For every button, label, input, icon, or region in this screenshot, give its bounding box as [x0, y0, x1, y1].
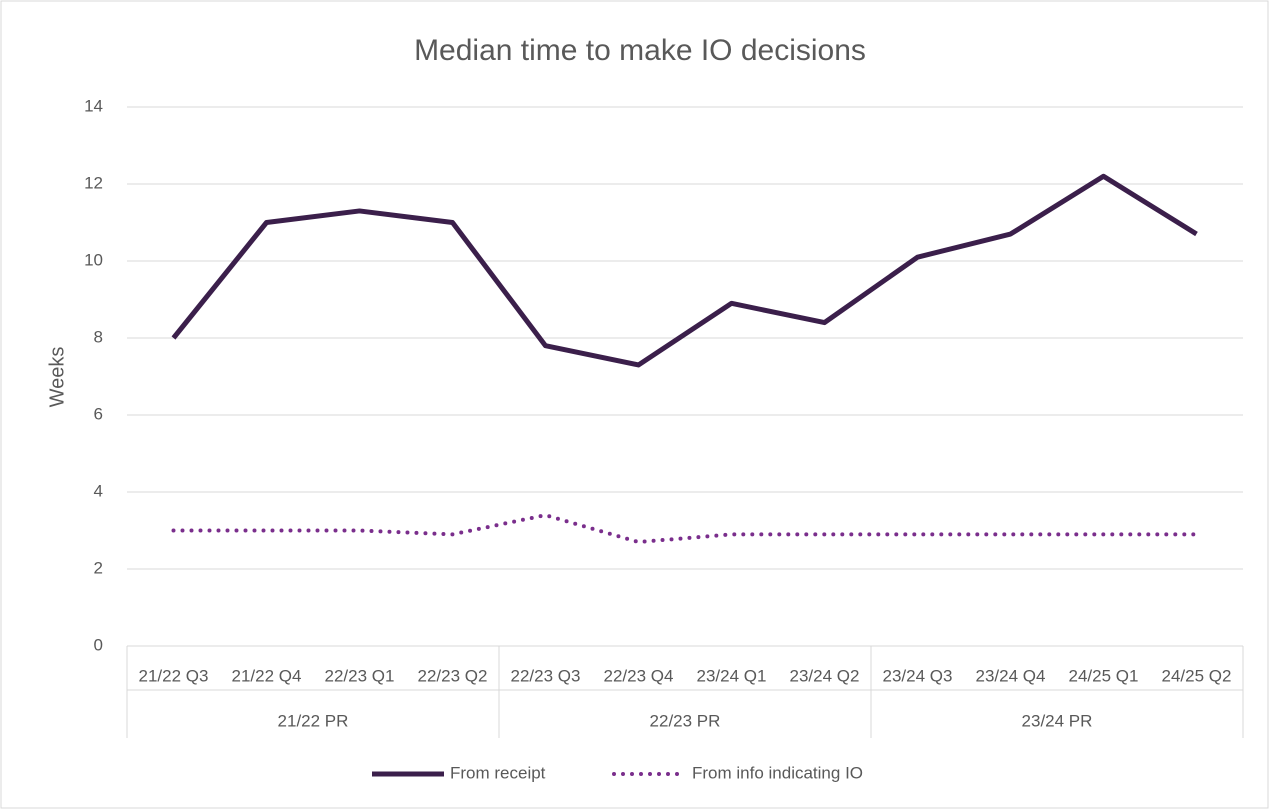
- x-tick-label: 22/23 Q1: [325, 666, 395, 685]
- group-label: 21/22 PR: [278, 711, 349, 730]
- group-label: 23/24 PR: [1022, 711, 1093, 730]
- y-tick-label: 2: [94, 558, 103, 577]
- x-tick-label: 22/23 Q4: [604, 666, 674, 685]
- y-tick-label: 8: [94, 327, 103, 346]
- group-label: 22/23 PR: [650, 711, 721, 730]
- x-tick-label: 24/25 Q1: [1069, 666, 1139, 685]
- legend-label: From receipt: [450, 763, 546, 782]
- y-tick-label: 14: [84, 96, 103, 115]
- y-tick-label: 12: [84, 173, 103, 192]
- y-tick-label: 4: [94, 481, 103, 500]
- x-tick-label: 22/23 Q3: [511, 666, 581, 685]
- legend-label: From info indicating IO: [692, 763, 863, 782]
- y-tick-label: 0: [94, 635, 103, 654]
- chart-title: Median time to make IO decisions: [414, 34, 866, 67]
- x-tick-label: 23/24 Q1: [697, 666, 767, 685]
- x-tick-label: 23/24 Q2: [790, 666, 860, 685]
- x-tick-label: 23/24 Q3: [883, 666, 953, 685]
- x-tick-label: 21/22 Q3: [139, 666, 209, 685]
- y-tick-label: 10: [84, 250, 103, 269]
- series-line: [171, 173, 1198, 368]
- x-tick-label: 24/25 Q2: [1162, 666, 1232, 685]
- x-tick-label: 23/24 Q4: [976, 666, 1046, 685]
- y-tick-label: 6: [94, 404, 103, 423]
- x-tick-label: 22/23 Q2: [418, 666, 488, 685]
- y-axis-label: Weeks: [46, 347, 68, 408]
- series-line: [171, 513, 1199, 545]
- x-tick-label: 21/22 Q4: [232, 666, 302, 685]
